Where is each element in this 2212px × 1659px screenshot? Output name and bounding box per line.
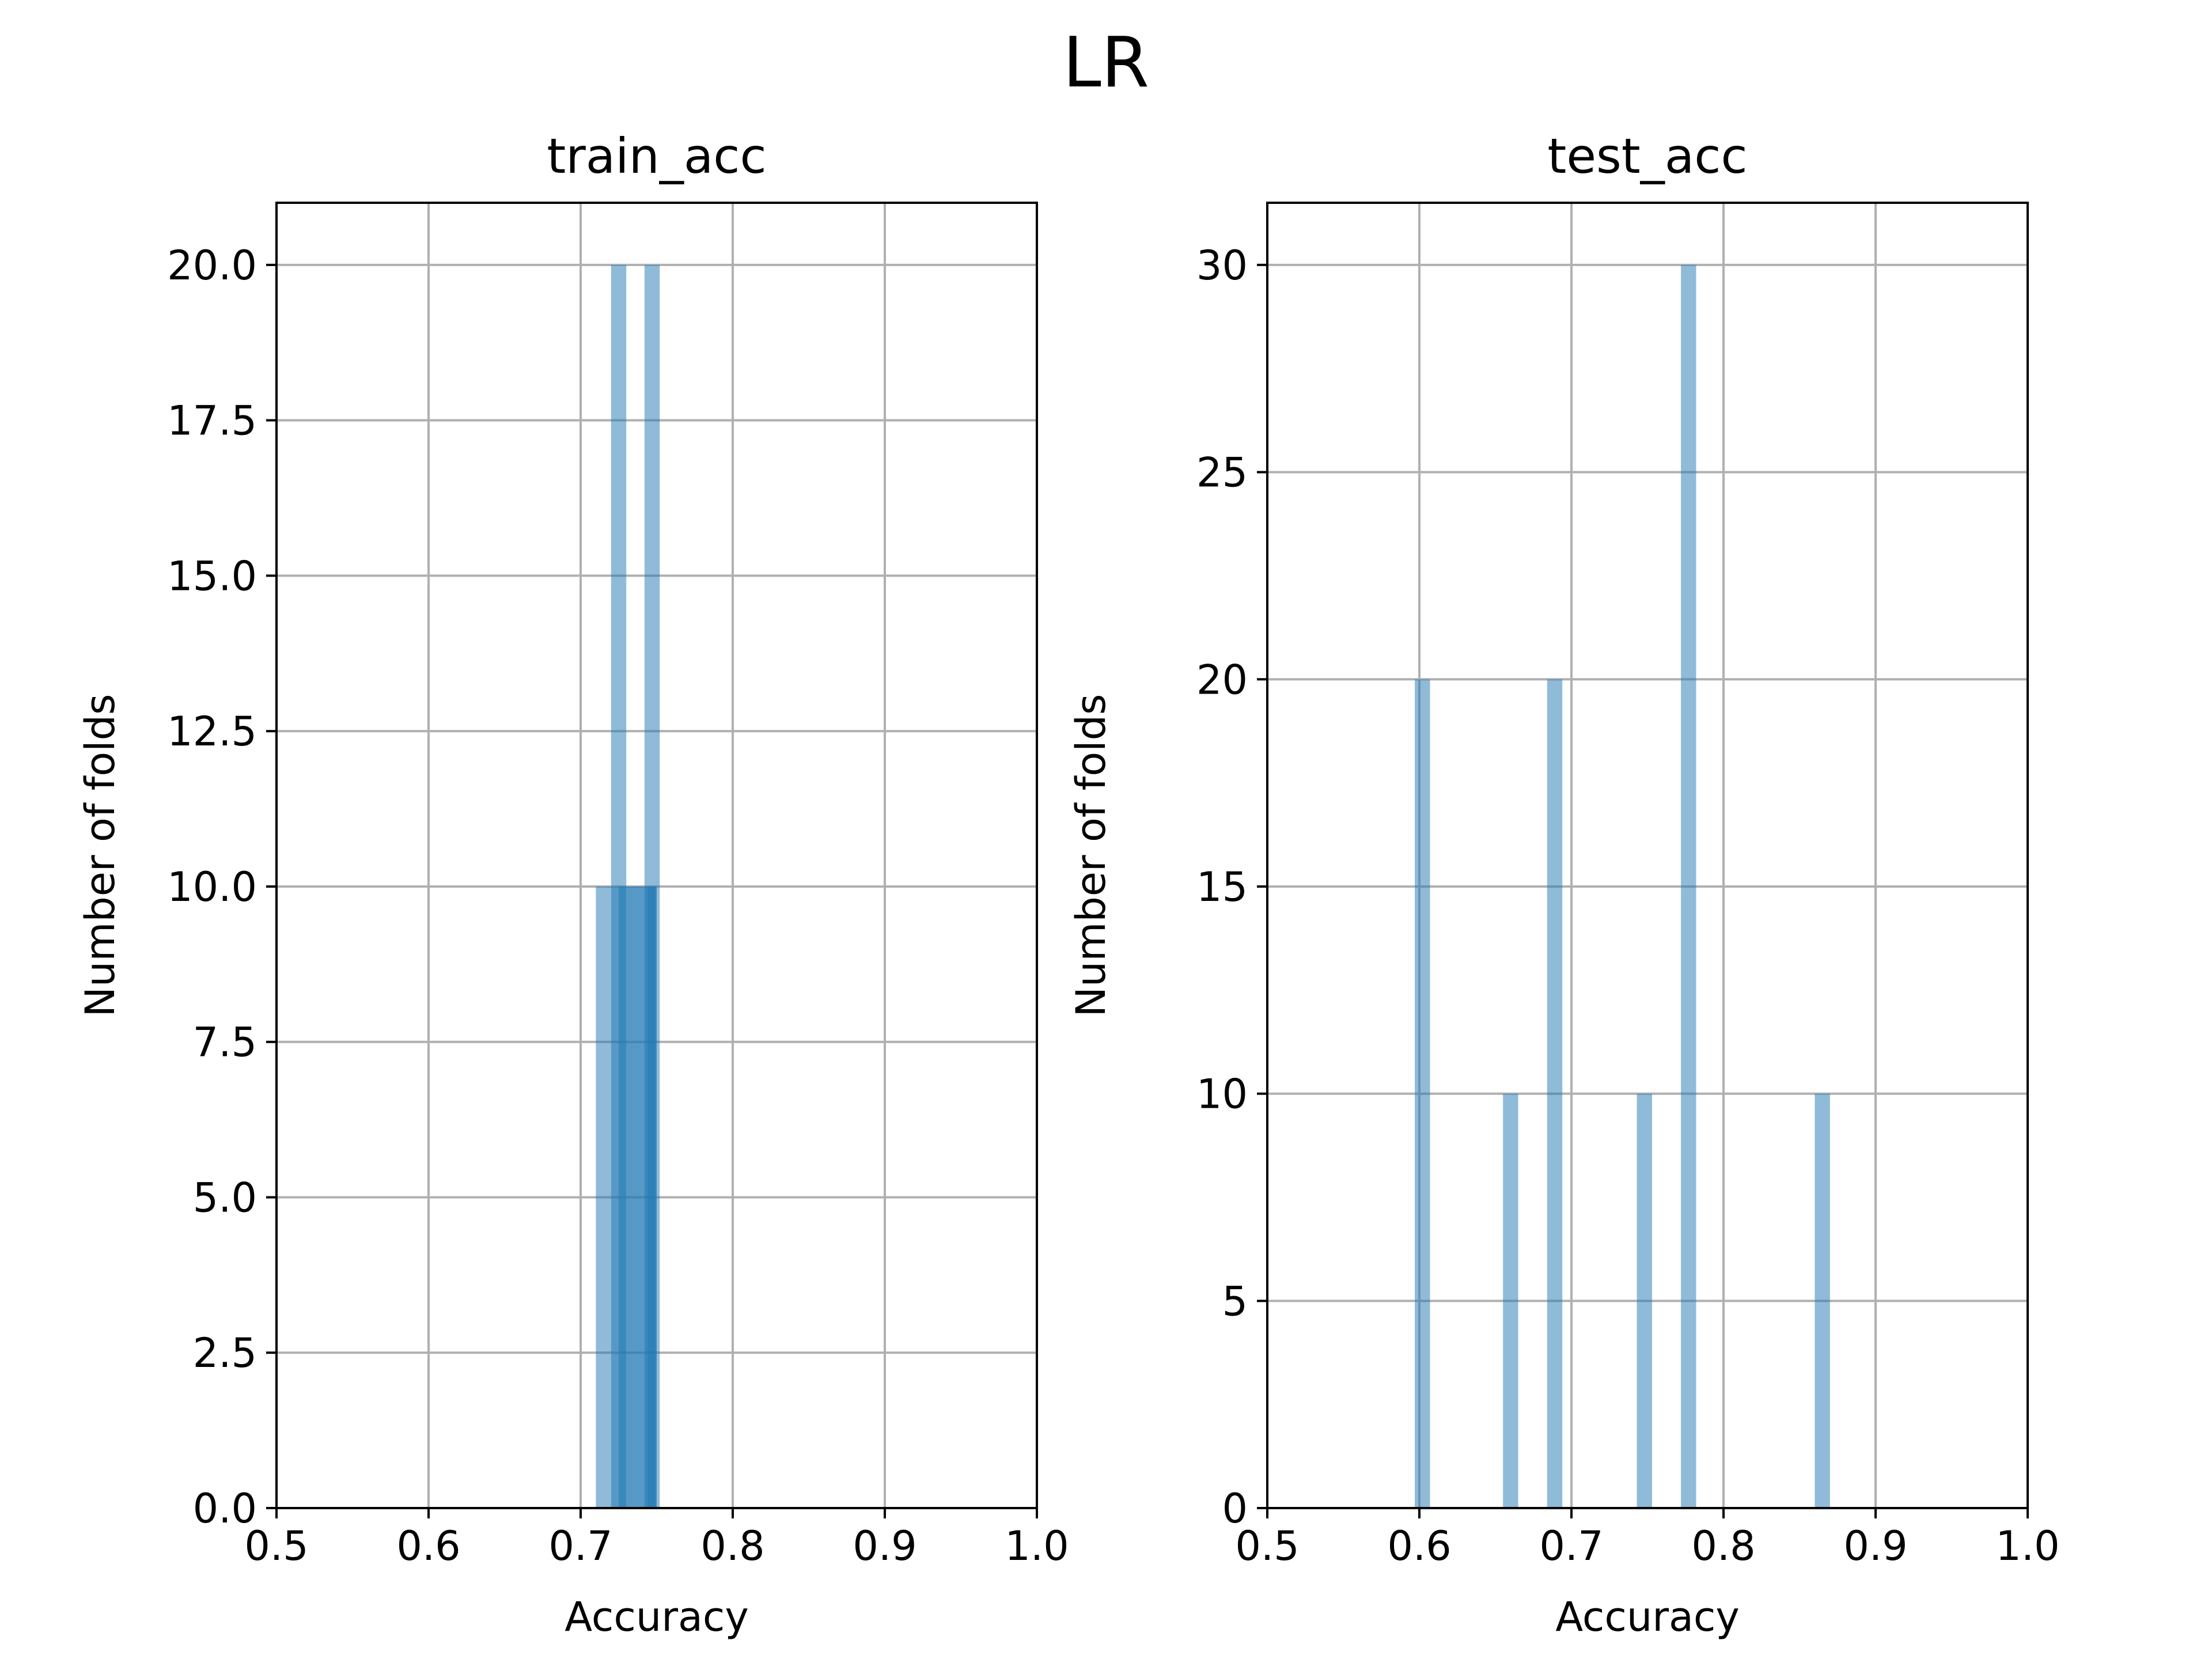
- train-acc-x-tick-label-1: 0.6: [396, 1522, 460, 1570]
- test-acc-x-tick-label-3: 0.8: [1691, 1522, 1755, 1570]
- test-acc-axes-frame: [1266, 202, 2029, 1509]
- test-acc-x-tick-label-4: 0.9: [1843, 1522, 1907, 1570]
- test-acc-y-tick-label-6: 30: [1196, 242, 1248, 289]
- train-acc-y-tick-label-4: 10.0: [167, 863, 257, 911]
- test-acc-y-tick-label-5: 25: [1196, 449, 1248, 497]
- train-acc-y-tick-label-7: 17.5: [167, 397, 257, 445]
- test-acc-x-axis-label: Accuracy: [1555, 1593, 1740, 1641]
- test-acc-bar-2: [1547, 679, 1563, 1508]
- train-acc-x-tick-label-2: 0.7: [548, 1522, 612, 1570]
- test-acc-bar-0: [1415, 679, 1430, 1508]
- test-acc-x-tick-label-5: 1.0: [1995, 1522, 2059, 1570]
- train-acc-y-tick-label-2: 5.0: [193, 1174, 257, 1221]
- test-acc-panel: 0.5 0.6 0.7 0.8 0.9 1.0 0 5 10 15 20 25 30 test_acc Ac…: [1067, 128, 2060, 1641]
- test-acc-y-tick-label-3: 15: [1196, 863, 1248, 911]
- train-acc-bar-9: [644, 264, 660, 1508]
- train-acc-panel: 0.5 0.6 0.7 0.8 0.9 1.0 0.0 2.5 5.0 7.5 10.0 12.5 15…: [77, 128, 1069, 1641]
- train-acc-y-tick-label-3: 7.5: [193, 1019, 257, 1066]
- train-acc-x-tick-label-5: 1.0: [1005, 1522, 1069, 1570]
- train-acc-y-tick-label-5: 12.5: [167, 708, 257, 755]
- test-acc-bar-3: [1637, 1093, 1652, 1508]
- train-acc-title: train_acc: [547, 128, 766, 184]
- train-acc-y-tick-label-0: 0.0: [193, 1485, 257, 1532]
- train-acc-bar-0: [596, 886, 611, 1508]
- train-acc-x-tick-label-4: 0.9: [853, 1522, 916, 1570]
- test-acc-x-tick-label-2: 0.7: [1539, 1522, 1603, 1570]
- figure-suptitle: LR: [1063, 23, 1149, 103]
- test-acc-y-axis-label: Number of folds: [1067, 694, 1115, 1017]
- train-acc-x-tick-label-3: 0.8: [700, 1522, 764, 1570]
- train-acc-x-axis-label: Accuracy: [565, 1593, 749, 1641]
- test-acc-bar-1: [1503, 1093, 1518, 1508]
- train-acc-y-tick-label-1: 2.5: [193, 1330, 257, 1377]
- test-acc-y-tick-label-1: 5: [1222, 1278, 1248, 1325]
- train-acc-bar-8: [611, 264, 627, 1508]
- test-acc-y-tick-label-4: 20: [1196, 656, 1248, 703]
- test-acc-x-tick-label-0: 0.5: [1235, 1522, 1299, 1570]
- train-acc-y-axis-label: Number of folds: [77, 694, 124, 1017]
- test-acc-y-tick-label-2: 10: [1196, 1071, 1248, 1118]
- test-acc-bar-4: [1681, 264, 1696, 1508]
- test-acc-bar-5: [1815, 1093, 1830, 1508]
- test-acc-x-tick-label-1: 0.6: [1387, 1522, 1451, 1570]
- train-acc-axes-frame: [275, 202, 1038, 1509]
- train-acc-y-tick-label-8: 20.0: [167, 242, 257, 289]
- test-acc-title: test_acc: [1547, 128, 1747, 184]
- train-acc-x-tick-label-0: 0.5: [244, 1522, 308, 1570]
- train-acc-y-tick-label-6: 15.0: [167, 552, 257, 600]
- test-acc-y-tick-label-0: 0: [1222, 1485, 1248, 1532]
